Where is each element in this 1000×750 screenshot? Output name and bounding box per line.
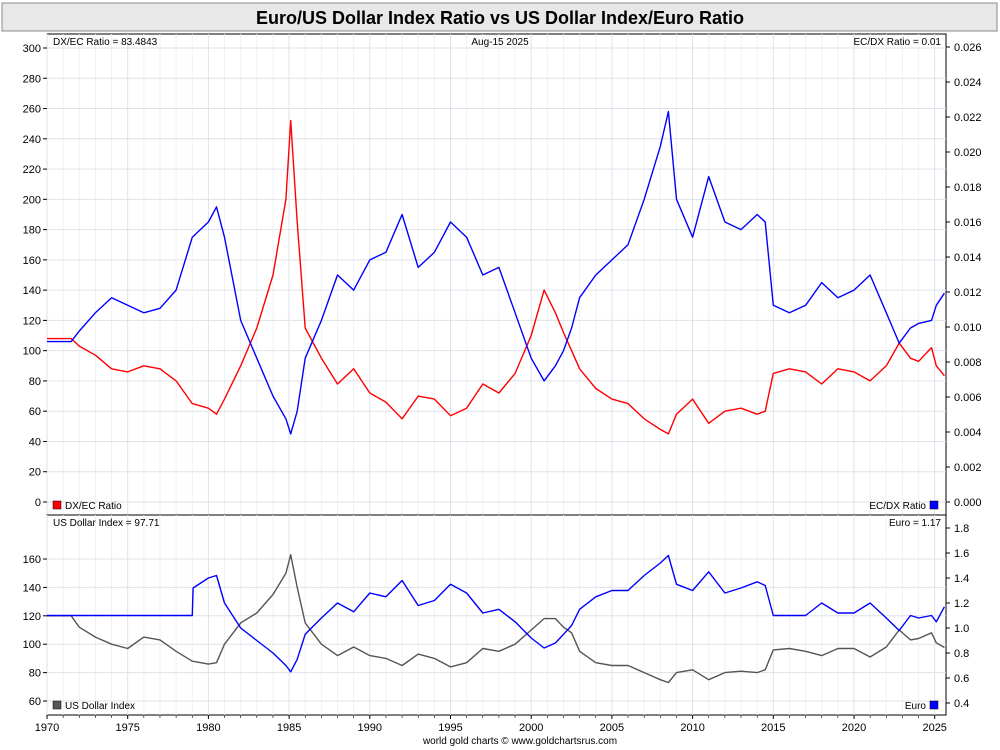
y-right-tick-label: 0.006	[954, 392, 982, 404]
x-tick-label: 2010	[680, 722, 704, 734]
top-right-label: EC/DX Ratio = 0.01	[853, 37, 941, 48]
legend-swatch	[929, 700, 939, 710]
series-line-us-dollar-index	[47, 554, 945, 684]
y-right-tick-label: 0.002	[954, 462, 982, 474]
y-right-tick-label: 1.4	[954, 573, 969, 585]
y-right-tick-label: 0.010	[954, 322, 982, 334]
x-tick-label: 2020	[842, 722, 866, 734]
y-left-tick-label: 100	[23, 639, 41, 651]
date-label: Aug-15 2025	[471, 37, 529, 48]
y-left-tick-label: 20	[29, 467, 41, 479]
y-left-tick-label: 80	[29, 668, 41, 680]
title-bar	[1, 2, 998, 32]
x-tick-label: 1975	[115, 722, 139, 734]
y-right-tick-label: 0.8	[954, 648, 969, 660]
y-left-tick-label: 0	[35, 497, 41, 509]
y-left-tick-label: 260	[23, 104, 41, 116]
y-right-tick-label: 0.012	[954, 287, 982, 299]
y-right-tick-label: 0.6	[954, 673, 969, 685]
legend-swatch	[929, 500, 939, 510]
y-left-tick-label: 140	[23, 582, 41, 594]
y-right-tick-label: 0.026	[954, 42, 982, 54]
y-left-tick-label: 120	[23, 315, 41, 327]
y-left-tick-label: 40	[29, 436, 41, 448]
y-right-tick-label: 1.8	[954, 523, 969, 535]
x-tick-label: 1970	[35, 722, 59, 734]
top-left-label: DX/EC Ratio = 83.4843	[53, 37, 158, 48]
legend-label: EC/DX Ratio	[869, 501, 926, 512]
y-right-tick-label: 0.000	[954, 497, 982, 509]
x-tick-label: 1990	[358, 722, 382, 734]
x-tick-label: 2000	[519, 722, 543, 734]
y-left-tick-label: 140	[23, 285, 41, 297]
x-tick-label: 2005	[600, 722, 624, 734]
series-line-euro	[47, 554, 946, 673]
legend-swatch	[52, 700, 62, 710]
y-right-tick-label: 1.6	[954, 548, 969, 560]
y-left-tick-label: 80	[29, 376, 41, 388]
y-left-tick-label: 300	[23, 43, 41, 55]
y-left-tick-label: 60	[29, 406, 41, 418]
series-line-dx-ec-ratio	[47, 119, 945, 435]
chart-title: Euro/US Dollar Index Ratio vs US Dollar …	[256, 8, 744, 28]
series-line-ec-dx-ratio	[47, 110, 945, 435]
plot-area-upper	[46, 33, 947, 516]
x-axis: 1970 1975 1980 1985 1990 1995 2000 2005 2010 2015…	[35, 715, 947, 734]
top-right-label: Euro = 1.17	[889, 518, 941, 529]
legend-swatch	[52, 500, 62, 510]
y-right-tick-label: 0.4	[954, 698, 969, 710]
y-left-tick-label: 240	[23, 134, 41, 146]
y-left-tick-label: 160	[23, 255, 41, 267]
legend-label: US Dollar Index	[65, 701, 135, 712]
y-right-tick-label: 1.0	[954, 623, 969, 635]
footer-credit: world gold charts © www.goldchartsrus.co…	[422, 736, 617, 747]
y-left-tick-label: 200	[23, 194, 41, 206]
y-left-tick-label: 160	[23, 554, 41, 566]
y-right-tick-label: 0.014	[954, 252, 982, 264]
upper-panel: 0 20 40 60 80 100 120 140 160 180 200 220 240 260 280 3…	[23, 33, 982, 516]
x-tick-label: 1995	[438, 722, 462, 734]
legend-label: Euro	[905, 701, 927, 712]
y-left-tick-label: 100	[23, 346, 41, 358]
y-right-tick-label: 0.018	[954, 182, 982, 194]
y-left-tick-label: 60	[29, 696, 41, 708]
x-tick-label: 1980	[196, 722, 220, 734]
y-left-tick-label: 220	[23, 164, 41, 176]
y-left-tick-label: 120	[23, 611, 41, 623]
y-left-tick-label: 280	[23, 73, 41, 85]
x-tick-label: 1985	[277, 722, 301, 734]
legend-label: DX/EC Ratio	[65, 501, 122, 512]
x-tick-label: 2015	[761, 722, 785, 734]
y-left-tick-label: 180	[23, 225, 41, 237]
top-left-label: US Dollar Index = 97.71	[53, 518, 160, 529]
x-tick-label: 2025	[922, 722, 946, 734]
y-right-tick-label: 0.020	[954, 147, 982, 159]
y-right-tick-label: 0.004	[954, 427, 982, 439]
y-right-tick-label: 0.008	[954, 357, 982, 369]
y-right-tick-label: 1.2	[954, 598, 969, 610]
y-right-tick-label: 0.024	[954, 77, 982, 89]
lower-panel: 60 80 100 120 140 160 0.4 0.6 0.8 1.0 1.2 1.4 1.6 1.8…	[23, 514, 969, 716]
y-right-tick-label: 0.016	[954, 217, 982, 229]
y-right-tick-label: 0.022	[954, 112, 982, 124]
